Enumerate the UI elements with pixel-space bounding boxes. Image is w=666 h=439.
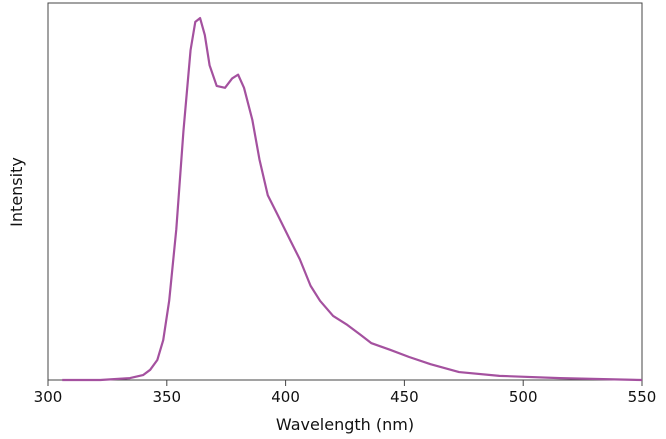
- x-tick-label: 400: [271, 388, 300, 406]
- x-tick-label: 450: [390, 388, 419, 406]
- plot-frame: [47, 2, 643, 381]
- y-axis-label: Intensity: [7, 157, 26, 227]
- data-line: [62, 16, 643, 382]
- x-axis-label: Wavelength (nm): [276, 415, 414, 434]
- x-tick-label: 550: [628, 388, 657, 406]
- x-tick-label: 300: [34, 388, 63, 406]
- x-tick-label: 350: [152, 388, 181, 406]
- x-tick-label: 500: [509, 388, 538, 406]
